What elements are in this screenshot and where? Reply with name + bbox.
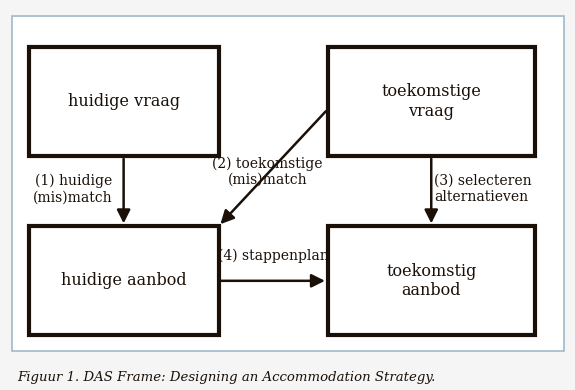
Text: toekomstige
vraag: toekomstige vraag xyxy=(381,83,481,120)
Text: huidige vraag: huidige vraag xyxy=(68,93,179,110)
Bar xyxy=(29,226,218,335)
Text: (4) stappenplan: (4) stappenplan xyxy=(218,248,328,262)
Text: (3) selecteren
alternatieven: (3) selecteren alternatieven xyxy=(434,174,532,204)
Text: (1) huidige
(mis)match: (1) huidige (mis)match xyxy=(33,174,112,204)
Text: toekomstig
aanbod: toekomstig aanbod xyxy=(386,262,477,299)
Text: huidige aanbod: huidige aanbod xyxy=(61,272,186,289)
Text: Figuur 1. DAS Frame: Designing an Accommodation Strategy.: Figuur 1. DAS Frame: Designing an Accomm… xyxy=(17,370,436,383)
Bar xyxy=(29,47,218,156)
Bar xyxy=(12,16,564,351)
Bar xyxy=(328,226,535,335)
Bar xyxy=(328,47,535,156)
Text: (2) toekomstige
(mis)match: (2) toekomstige (mis)match xyxy=(212,156,323,187)
